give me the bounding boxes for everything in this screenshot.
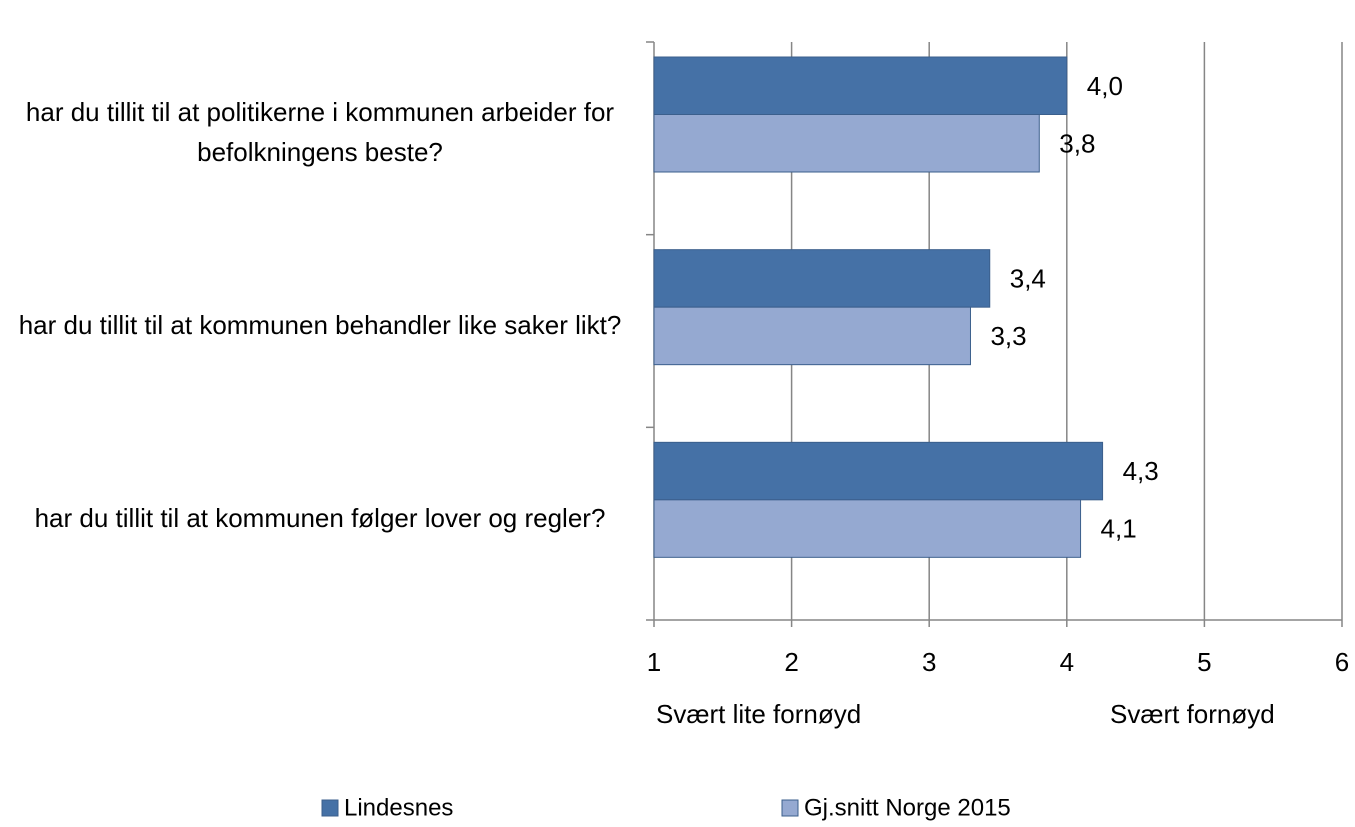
- legend-label: Gj.snitt Norge 2015: [804, 794, 1011, 821]
- x-tick-label: 4: [1060, 647, 1074, 677]
- legend-swatch: [321, 799, 339, 817]
- bar: [653, 306, 971, 366]
- x-tick-label: 3: [922, 647, 936, 677]
- x-tick-label: 6: [1335, 647, 1349, 677]
- category-label: har du tillit til at politikerne i kommu…: [25, 97, 615, 168]
- bar: [653, 249, 991, 308]
- axis-annotation: Svært fornøyd: [1110, 699, 1275, 729]
- bar: [653, 499, 1082, 558]
- x-tick-label: 1: [647, 647, 661, 677]
- bar: [653, 114, 1040, 173]
- data-label: 3,3: [990, 321, 1026, 351]
- data-label: 3,4: [1010, 264, 1046, 294]
- data-label: 4,3: [1123, 456, 1159, 486]
- bar: [653, 441, 1104, 501]
- x-tick-label: 2: [784, 647, 798, 677]
- category-label: har du tillit til at kommunen følger lov…: [34, 502, 606, 533]
- data-label: 4,1: [1101, 514, 1137, 544]
- axis-annotation: Svært lite fornøyd: [656, 699, 861, 729]
- legend-label: Lindesnes: [344, 794, 453, 821]
- legend-swatch: [781, 799, 799, 817]
- category-label: har du tillit til at kommunen behandler …: [18, 310, 622, 340]
- data-label: 4,0: [1087, 71, 1123, 101]
- bar: [653, 56, 1068, 115]
- x-tick-label: 5: [1197, 647, 1211, 677]
- data-label: 3,8: [1059, 128, 1095, 158]
